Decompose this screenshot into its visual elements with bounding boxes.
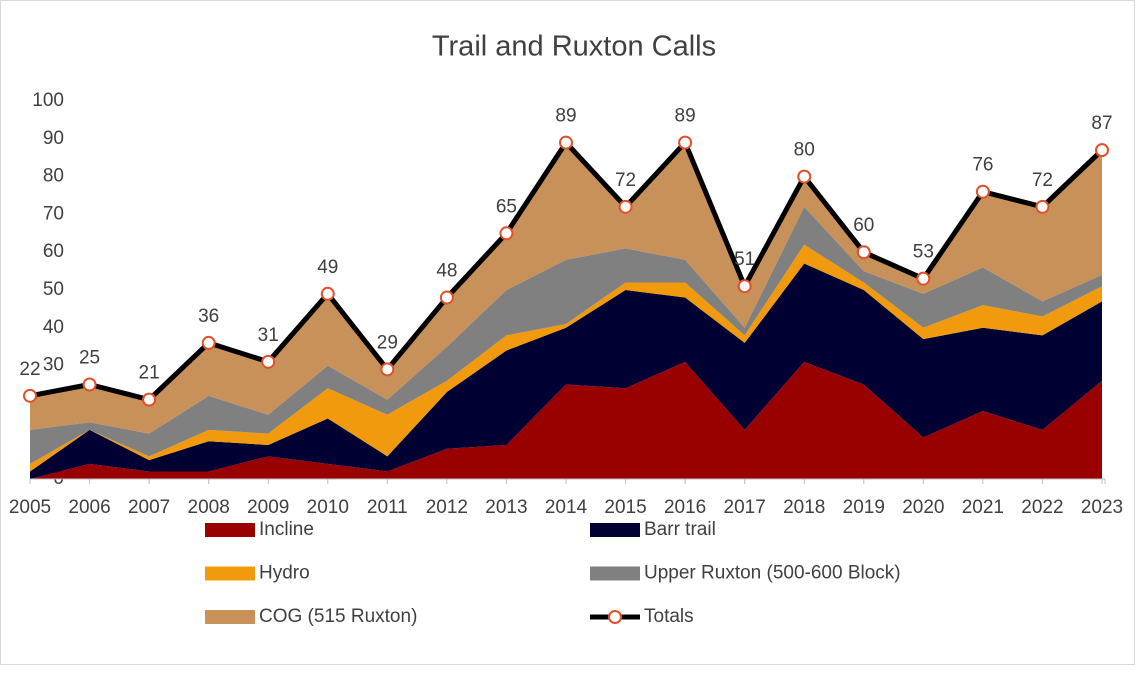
total-marker	[678, 135, 693, 150]
data-label: 31	[258, 325, 279, 346]
area	[30, 263, 1102, 479]
total-marker	[916, 271, 931, 286]
total-marker	[380, 362, 395, 377]
y-tick-label: 100	[32, 90, 64, 111]
chart-title: Trail and Ruxton Calls	[432, 31, 716, 63]
total-marker	[201, 335, 216, 350]
x-tick-label: 2020	[902, 497, 944, 518]
data-label: 65	[496, 196, 517, 217]
x-tick-label: 2011	[367, 497, 408, 518]
x-tick-label: 2022	[1021, 497, 1063, 518]
data-label: 36	[198, 306, 219, 327]
data-label: 76	[972, 155, 993, 176]
legend-swatch	[205, 566, 255, 581]
y-tick-label: 70	[43, 203, 64, 224]
legend-swatch	[590, 566, 640, 581]
x-tick-label: 2019	[843, 497, 885, 518]
data-label: 21	[139, 363, 160, 384]
y-tick-label: 80	[43, 166, 64, 187]
total-marker	[142, 392, 157, 407]
x-tick-label: 2012	[426, 497, 468, 518]
total-marker	[856, 245, 871, 260]
data-label: 53	[913, 242, 934, 263]
y-tick-label: 50	[43, 279, 64, 300]
x-tick-label: 2006	[68, 497, 110, 518]
x-tick-label: 2021	[962, 497, 1004, 518]
legend-swatch	[590, 523, 640, 537]
data-label: 25	[79, 348, 100, 369]
data-label: 72	[615, 170, 636, 191]
data-label: 22	[19, 359, 40, 380]
legend-label: Incline	[259, 519, 314, 540]
legend-label: Upper Ruxton (500-600 Block)	[644, 563, 901, 584]
y-tick-label: 30	[43, 355, 64, 376]
total-marker	[618, 199, 633, 214]
x-tick-label: 2014	[545, 497, 588, 518]
total-marker	[320, 286, 335, 301]
total-marker	[559, 135, 573, 150]
x-tick-label: 2007	[128, 497, 170, 518]
legend-swatch	[205, 523, 255, 537]
total-marker	[261, 354, 276, 369]
x-tick-label: 2010	[307, 497, 349, 518]
total-marker	[499, 226, 514, 241]
legend-label: COG (515 Ruxton)	[259, 606, 417, 627]
data-label: 51	[734, 249, 755, 270]
y-tick-label: 90	[43, 128, 64, 149]
data-label: 72	[1032, 170, 1053, 191]
area	[30, 361, 1102, 479]
x-tick-label: 2005	[9, 497, 51, 518]
data-label: 87	[1091, 113, 1112, 134]
x-tick-label: 2008	[188, 497, 230, 518]
area	[30, 244, 1102, 472]
data-label: 80	[794, 140, 815, 161]
legend-marker	[608, 610, 622, 624]
x-tick-label: 2013	[485, 497, 527, 518]
legend-swatch	[205, 610, 255, 624]
data-label: 48	[436, 261, 457, 282]
area	[30, 206, 1102, 464]
y-tick-label: 40	[43, 317, 64, 338]
total-marker	[975, 184, 990, 199]
total-marker	[23, 388, 37, 403]
x-tick-label: 2015	[604, 497, 646, 518]
data-label: 49	[317, 257, 338, 278]
x-tick-label: 2017	[724, 497, 766, 518]
total-marker	[439, 290, 454, 305]
legend-label: Hydro	[259, 563, 310, 584]
x-tick-label: 2023	[1081, 497, 1123, 518]
total-marker	[797, 169, 812, 184]
legend-label: Barr trail	[644, 519, 716, 540]
data-label: 29	[377, 332, 398, 353]
x-tick-label: 2009	[247, 497, 289, 518]
x-tick-label: 2016	[664, 497, 706, 518]
total-marker	[737, 279, 752, 294]
data-label: 89	[675, 106, 696, 127]
total-marker	[82, 377, 97, 392]
x-tick-label: 2018	[783, 497, 825, 518]
y-tick-label: 60	[43, 241, 64, 262]
total-marker	[1035, 199, 1050, 214]
data-label: 89	[555, 106, 576, 127]
data-label: 60	[853, 215, 874, 236]
legend-label: Totals	[644, 606, 694, 627]
total-marker	[1095, 143, 1109, 158]
